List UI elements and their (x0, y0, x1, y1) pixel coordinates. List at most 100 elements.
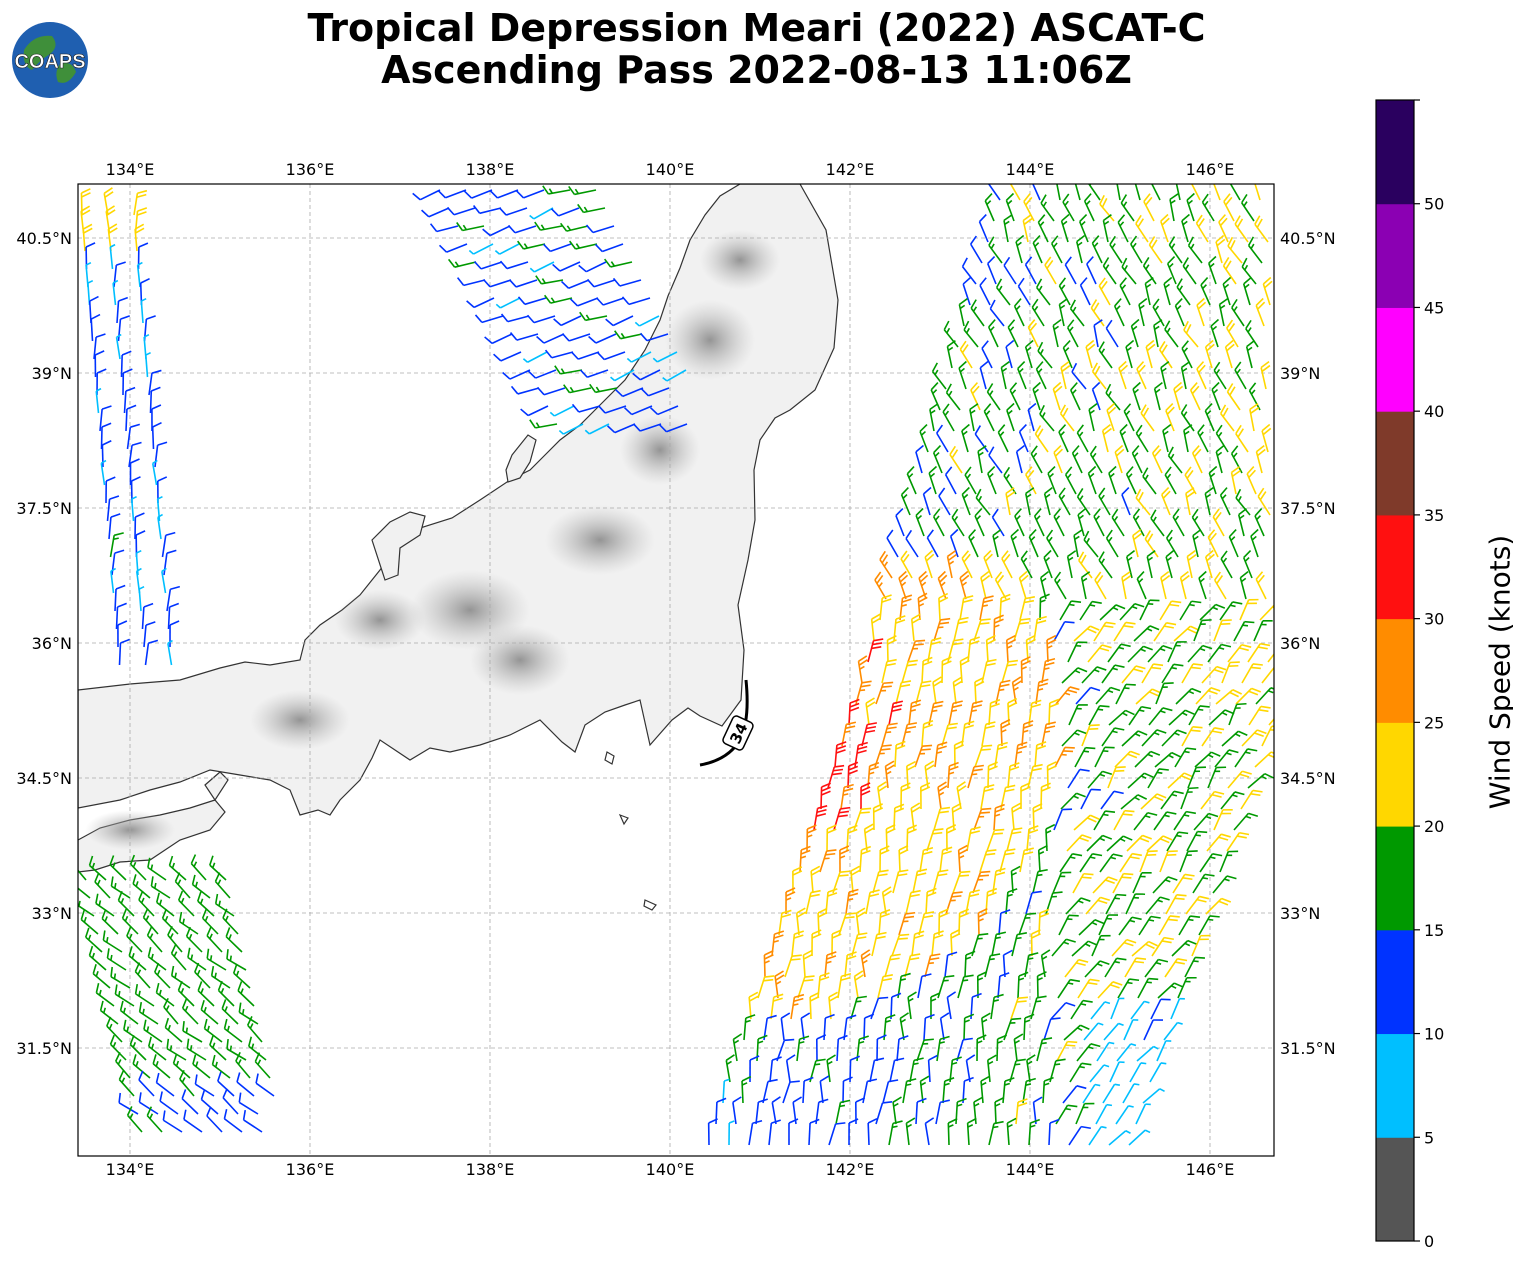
wind-barb (944, 951, 958, 978)
colorbar-label: 10 (1424, 1025, 1444, 1044)
wind-barb (942, 1077, 955, 1104)
wind-barb (1245, 319, 1259, 348)
wind-barb (928, 465, 938, 495)
wind-barb (155, 982, 175, 1007)
wind-barb (1213, 809, 1233, 831)
wind-barb (881, 722, 898, 747)
wind-barb (159, 1091, 179, 1115)
colorbar-segment (1376, 826, 1414, 931)
colorbar-label: 35 (1424, 506, 1444, 525)
wind-barb (1142, 257, 1157, 285)
wind-barb (1164, 957, 1188, 978)
wind-barb (226, 1039, 247, 1061)
wind-barb (526, 314, 556, 324)
wind-barb (1111, 508, 1125, 537)
wind-barb (571, 403, 601, 413)
wind-barb (1159, 850, 1178, 873)
wind-barb (186, 1038, 207, 1061)
colorbar-frame (1375, 99, 1415, 1242)
wind-barb (421, 207, 450, 218)
wind-barb (632, 423, 662, 432)
wind-barb (1235, 687, 1261, 705)
wind-barb (162, 1110, 183, 1133)
wind-barb (1161, 663, 1184, 684)
wind-barb (1267, 644, 1274, 663)
wind-barb (1096, 1041, 1115, 1062)
wind-barb (1024, 487, 1035, 516)
wind-barb (568, 185, 597, 196)
wind-barb (1025, 890, 1042, 915)
wind-barb (1059, 853, 1083, 873)
wind-barb (974, 508, 985, 537)
wind-barb (1253, 619, 1273, 642)
wind-barb (1098, 341, 1113, 369)
wind-barb (1201, 665, 1227, 684)
wind-barb (1071, 940, 1098, 957)
wind-barb (945, 383, 961, 411)
wind-barb (1079, 852, 1103, 873)
wind-barb (122, 368, 133, 396)
wind-barb (1141, 729, 1167, 747)
wind-barb (1168, 236, 1183, 264)
colorbar-label: 25 (1424, 713, 1444, 732)
wind-barb (763, 950, 774, 978)
wind-barb (1189, 184, 1201, 201)
wind-barb (200, 1000, 219, 1025)
wind-barb (164, 1017, 183, 1043)
wind-barb (1052, 871, 1072, 894)
wind-barb (529, 261, 555, 273)
wind-barb (1140, 793, 1167, 810)
wind-barb (106, 948, 127, 971)
wind-barb (1192, 873, 1215, 894)
wind-barb (1151, 936, 1174, 957)
wind-barb (639, 332, 669, 342)
wind-barb (1033, 508, 1045, 537)
lon-label-bottom: 142°E (826, 1160, 875, 1179)
wind-barb (437, 189, 467, 199)
wind-barb (1005, 487, 1016, 516)
wind-barb (987, 761, 998, 789)
wind-barb (969, 403, 979, 432)
wind-barb (1082, 1083, 1101, 1104)
wind-barb (507, 224, 537, 234)
wind-barb (905, 529, 919, 558)
wind-barb (456, 277, 486, 287)
wind-barb (1101, 423, 1112, 453)
wind-barb (1207, 643, 1232, 663)
wind-barb (884, 953, 901, 978)
wind-barb (1068, 1125, 1091, 1146)
lat-label-left: 36°N (32, 634, 72, 653)
wind-barb (1048, 698, 1060, 726)
wind-barb (894, 740, 906, 768)
wind-barb (1172, 508, 1185, 537)
wind-barb (1093, 319, 1103, 348)
wind-barb (975, 488, 991, 516)
wind-barb (1034, 741, 1047, 768)
wind-barb (970, 235, 983, 264)
wind-barb (1226, 319, 1239, 348)
wind-barb (996, 1034, 1008, 1062)
wind-barb (1233, 620, 1255, 642)
wind-barb (1159, 600, 1182, 621)
wind-barb (837, 972, 852, 999)
wind-barb (1144, 530, 1159, 558)
wind-barb (949, 445, 963, 474)
wind-barb (1058, 424, 1069, 453)
wind-barb (170, 944, 187, 971)
wind-barb (1125, 466, 1137, 495)
wind-barb (206, 1106, 223, 1133)
wind-barb (1003, 466, 1017, 495)
wind-barb (1115, 683, 1136, 705)
wind-barb (981, 658, 997, 684)
wind-barb (1102, 214, 1112, 243)
wind-barb (110, 966, 131, 989)
wind-barb (1219, 487, 1231, 516)
wind-barb (1048, 1118, 1060, 1146)
wind-barb (919, 423, 929, 453)
wind-barb (886, 635, 897, 663)
wind-barb (1005, 339, 1015, 369)
wind-barb (1153, 319, 1163, 348)
wind-barb (1018, 423, 1029, 453)
wind-barb (1088, 704, 1110, 726)
wind-barb (579, 369, 609, 378)
